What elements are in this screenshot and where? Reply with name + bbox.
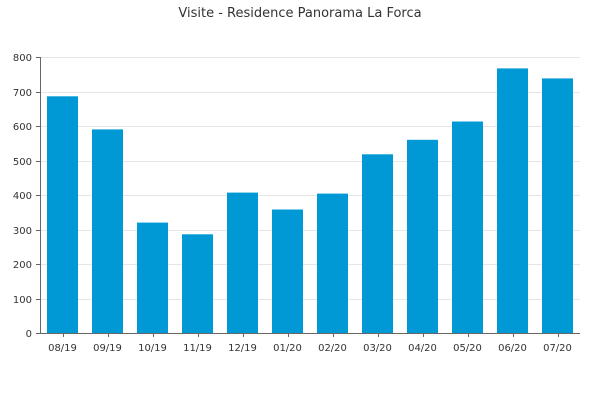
bar-11/19[interactable]: [182, 234, 213, 333]
bar-02/20[interactable]: [317, 193, 348, 333]
bar-07/20[interactable]: [542, 78, 573, 334]
x-tick-label: 09/19: [93, 343, 122, 354]
y-tick-label: 0: [26, 329, 32, 340]
x-tick-label: 06/20: [498, 343, 527, 354]
y-tick-label: 700: [13, 88, 32, 99]
bars: [47, 68, 573, 334]
y-axis-ticks: 0 100 200 300 400 500 600 700 800: [13, 53, 40, 340]
bar-10/19[interactable]: [137, 222, 168, 333]
bar-06/20[interactable]: [497, 68, 528, 334]
y-tick-label: 600: [13, 122, 32, 133]
x-tick-label: 12/19: [228, 343, 257, 354]
bar-09/19[interactable]: [92, 129, 123, 333]
gridlines: [40, 57, 580, 300]
y-tick-label: 400: [13, 191, 32, 202]
y-tick-label: 800: [13, 53, 32, 64]
x-tick-label: 10/19: [138, 343, 167, 354]
x-tick-label: 04/20: [408, 343, 437, 354]
x-tick-label: 02/20: [318, 343, 347, 354]
bar-12/19[interactable]: [227, 192, 258, 333]
x-axis-ticks: 08/19 09/19 10/19 11/19 12/19 01/20 02/20 03/20…: [48, 333, 572, 354]
bar-04/20[interactable]: [407, 139, 438, 333]
x-tick-label: 08/19: [48, 343, 77, 354]
y-tick-label: 100: [13, 295, 32, 306]
bar-01/20[interactable]: [272, 209, 303, 334]
bar-08/19[interactable]: [47, 96, 78, 333]
x-tick-label: 07/20: [543, 343, 572, 354]
bar-05/20[interactable]: [452, 121, 483, 334]
chart-title: Visite - Residence Panorama La Forca: [178, 6, 421, 21]
axes: [40, 57, 580, 334]
y-tick-label: 200: [13, 260, 32, 271]
x-tick-label: 01/20: [273, 343, 302, 354]
x-tick-label: 05/20: [453, 343, 482, 354]
x-tick-label: 11/19: [183, 343, 212, 354]
bar-03/20[interactable]: [362, 154, 393, 333]
x-tick-label: 03/20: [363, 343, 392, 354]
y-tick-label: 500: [13, 157, 32, 168]
y-tick-label: 300: [13, 226, 32, 237]
